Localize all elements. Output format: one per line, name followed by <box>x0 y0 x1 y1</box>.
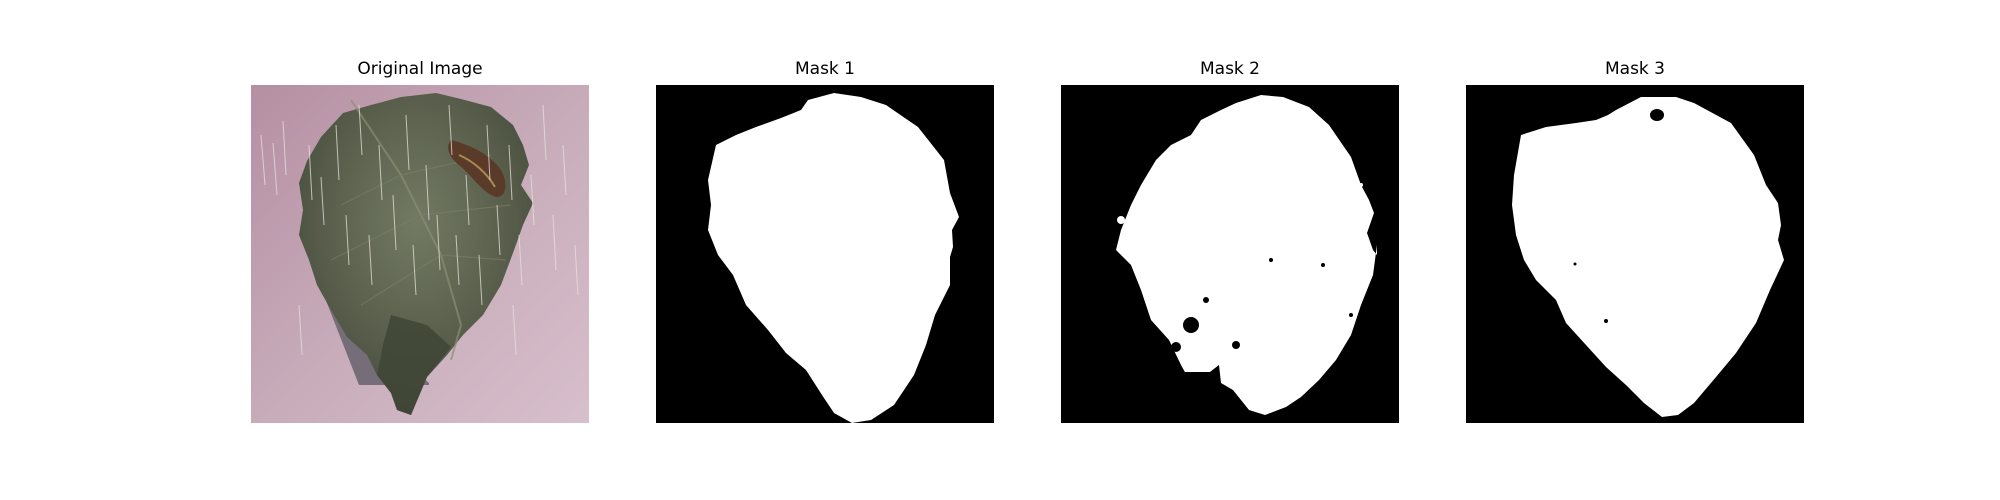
mask-foreground <box>708 93 959 423</box>
mask-3-image <box>1466 85 1804 423</box>
mask-foreground <box>1512 97 1784 417</box>
mask-noise <box>1573 109 1664 323</box>
panel-title-original-image: Original Image <box>357 59 483 79</box>
mask-2-image <box>1061 85 1399 423</box>
panel-mask-1: Mask 1 <box>656 57 994 423</box>
panel-mask-2: Mask 2 <box>1061 57 1399 423</box>
panel-title-mask-3: Mask 3 <box>1604 59 1665 79</box>
mask-noise <box>1171 258 1353 392</box>
original-leaf-photo <box>251 85 589 423</box>
panel-title-mask-2: Mask 2 <box>1199 59 1260 79</box>
panel-mask-3: Mask 3 <box>1466 57 1804 423</box>
mask-foreground <box>1116 95 1377 415</box>
panel-original-image: Original Image <box>251 57 589 423</box>
mask-1-image <box>656 85 994 423</box>
streak-overlay <box>260 104 579 356</box>
panel-title-mask-1: Mask 1 <box>794 59 855 79</box>
